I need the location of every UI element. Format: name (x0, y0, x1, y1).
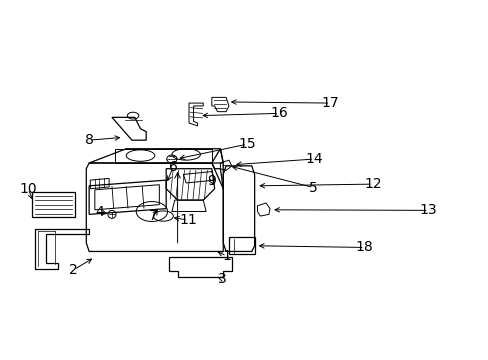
Text: 14: 14 (305, 152, 323, 166)
Text: 4: 4 (96, 205, 104, 219)
Text: 1: 1 (222, 249, 231, 263)
Text: 10: 10 (19, 182, 37, 196)
Text: 9: 9 (207, 174, 216, 188)
Text: 2: 2 (69, 263, 78, 277)
Text: 5: 5 (308, 181, 317, 194)
Text: 17: 17 (321, 96, 339, 110)
Text: 13: 13 (419, 203, 437, 217)
Text: 16: 16 (270, 106, 287, 120)
Text: 11: 11 (179, 213, 196, 227)
Text: 3: 3 (217, 272, 226, 286)
Text: 12: 12 (363, 177, 381, 191)
Text: 18: 18 (355, 240, 373, 255)
Text: 15: 15 (238, 137, 256, 151)
Text: 7: 7 (149, 209, 158, 223)
Text: 8: 8 (84, 133, 93, 147)
Text: 6: 6 (168, 160, 177, 174)
